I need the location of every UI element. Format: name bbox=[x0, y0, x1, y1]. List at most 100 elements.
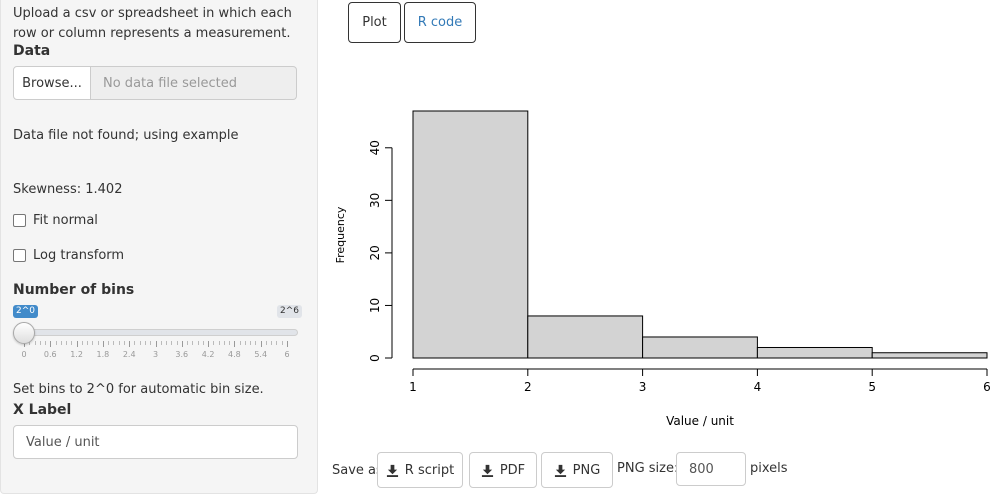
slider-tick bbox=[60, 341, 62, 345]
slider-tick bbox=[45, 341, 47, 345]
skewness-text: Skewness: 1.402 bbox=[13, 182, 123, 197]
data-label: Data bbox=[13, 43, 51, 59]
histogram-bar bbox=[412, 110, 529, 359]
slider-tick bbox=[223, 341, 225, 345]
slider-tick bbox=[50, 341, 52, 347]
slider-tick bbox=[160, 341, 162, 345]
slider-tick bbox=[287, 341, 288, 347]
download-pdf-button[interactable]: PDF bbox=[469, 452, 537, 488]
slider-tick bbox=[271, 341, 273, 345]
slider-tick bbox=[134, 341, 136, 345]
slider-tick bbox=[181, 341, 183, 347]
x-tick-label: 1 bbox=[409, 380, 417, 394]
slider-tick bbox=[139, 341, 141, 345]
log-transform-label: Log transform bbox=[33, 248, 125, 263]
slider-max-bubble: 2^6 bbox=[277, 305, 302, 318]
slider-tick bbox=[166, 341, 168, 345]
y-tick-label: 10 bbox=[368, 298, 382, 313]
download-icon bbox=[481, 464, 493, 477]
slider-tick bbox=[171, 341, 173, 345]
log-transform-option[interactable]: Log transform bbox=[13, 248, 124, 263]
y-tick-label: 0 bbox=[368, 354, 382, 362]
x-tick-label: 2 bbox=[524, 380, 532, 394]
sidebar-panel: Upload a csv or spreadsheet in which eac… bbox=[0, 0, 318, 494]
slider-tick bbox=[81, 341, 83, 345]
slider-tick bbox=[276, 341, 278, 345]
slider-tick bbox=[176, 341, 178, 345]
slider-tick bbox=[144, 341, 146, 345]
intro-text: Upload a csv or spreadsheet in which eac… bbox=[13, 6, 292, 41]
xlabel-label: X Label bbox=[13, 402, 72, 418]
tab-r-code[interactable]: R code bbox=[404, 2, 476, 43]
png-size-input[interactable]: 800 bbox=[676, 452, 746, 486]
file-name-field[interactable]: No data file selected bbox=[91, 66, 297, 100]
slider-tick bbox=[55, 341, 57, 345]
xlabel-input[interactable]: Value / unit bbox=[13, 425, 298, 459]
slider-tick bbox=[187, 341, 189, 345]
histogram-chart: 1 2 3 4 5 6 0 10 20 30 40 Value / unit Frequency bbox=[334, 110, 991, 428]
tab-plot[interactable]: Plot bbox=[348, 2, 401, 43]
slider-tick bbox=[265, 341, 267, 345]
slider-handle[interactable] bbox=[13, 322, 35, 344]
slider-tick-label: 2.4 bbox=[122, 350, 136, 359]
slider-tick bbox=[97, 341, 99, 345]
bins-help-text: Set bins to 2^0 for automatic bin size. bbox=[13, 382, 264, 397]
download-png-button[interactable]: PNG bbox=[541, 452, 613, 488]
fit-normal-option[interactable]: Fit normal bbox=[13, 213, 98, 228]
slider-tick bbox=[229, 341, 231, 345]
x-tick-label: 3 bbox=[639, 380, 647, 394]
slider-tick-label: 3 bbox=[152, 350, 159, 359]
slider-tick bbox=[255, 341, 257, 345]
y-tick-label: 30 bbox=[368, 193, 382, 208]
slider-tick-label: 5.4 bbox=[254, 350, 268, 359]
fit-normal-checkbox[interactable] bbox=[13, 214, 26, 227]
slider-tick bbox=[208, 341, 210, 347]
slider-tick-label: 4.8 bbox=[228, 350, 241, 359]
slider-tick-label: 4.2 bbox=[201, 350, 215, 359]
browse-button[interactable]: Browse... bbox=[13, 66, 91, 100]
x-tick-label: 5 bbox=[868, 380, 876, 394]
file-status-message: Data file not found; using example bbox=[13, 128, 239, 143]
slider-tick-label: 0.6 bbox=[43, 350, 57, 359]
fit-normal-label: Fit normal bbox=[33, 213, 98, 228]
y-tick-label: 40 bbox=[368, 140, 382, 155]
slider-tick bbox=[218, 341, 220, 345]
r-script-label: R script bbox=[404, 462, 455, 478]
slider-tick bbox=[113, 341, 115, 345]
x-axis-title: Value / unit bbox=[666, 414, 734, 428]
png-size-label: PNG size: bbox=[617, 461, 679, 476]
slider-tick bbox=[102, 341, 104, 347]
histogram-bar bbox=[871, 352, 988, 359]
download-icon bbox=[554, 464, 566, 477]
slider-tick bbox=[118, 341, 120, 345]
slider-tick bbox=[192, 341, 194, 345]
slider-tick-label: 1.8 bbox=[96, 350, 110, 359]
log-transform-checkbox[interactable] bbox=[13, 249, 26, 262]
slider-tick bbox=[76, 341, 78, 347]
download-icon bbox=[386, 464, 398, 477]
histogram-bar bbox=[527, 315, 644, 359]
y-axis-title: Frequency bbox=[334, 206, 347, 263]
save-as-label: Save as: bbox=[332, 462, 388, 478]
slider-tick bbox=[281, 341, 283, 345]
histogram-bar bbox=[642, 336, 758, 359]
download-r-script-button[interactable]: R script bbox=[377, 452, 463, 488]
slider-tick bbox=[155, 341, 157, 347]
slider-tick-label: 3.6 bbox=[175, 350, 189, 359]
slider-tick bbox=[239, 341, 241, 345]
slider-tick bbox=[129, 341, 131, 347]
png-label: PNG bbox=[572, 462, 601, 478]
slider-tick-label: 1.2 bbox=[70, 350, 83, 359]
x-tick-label: 6 bbox=[983, 380, 991, 394]
histogram-bar bbox=[756, 346, 873, 359]
slider-tick bbox=[71, 341, 73, 345]
slider-track[interactable] bbox=[23, 329, 298, 336]
slider-tick-label: 6 bbox=[284, 350, 290, 359]
slider-tick bbox=[92, 341, 94, 345]
slider-tick-label: 0 bbox=[21, 350, 27, 359]
pixels-label: pixels bbox=[750, 461, 788, 476]
slider-tick bbox=[123, 341, 125, 345]
slider-tick bbox=[197, 341, 199, 345]
slider-tick bbox=[108, 341, 110, 345]
slider-value-bubble: 2^0 bbox=[13, 305, 38, 318]
